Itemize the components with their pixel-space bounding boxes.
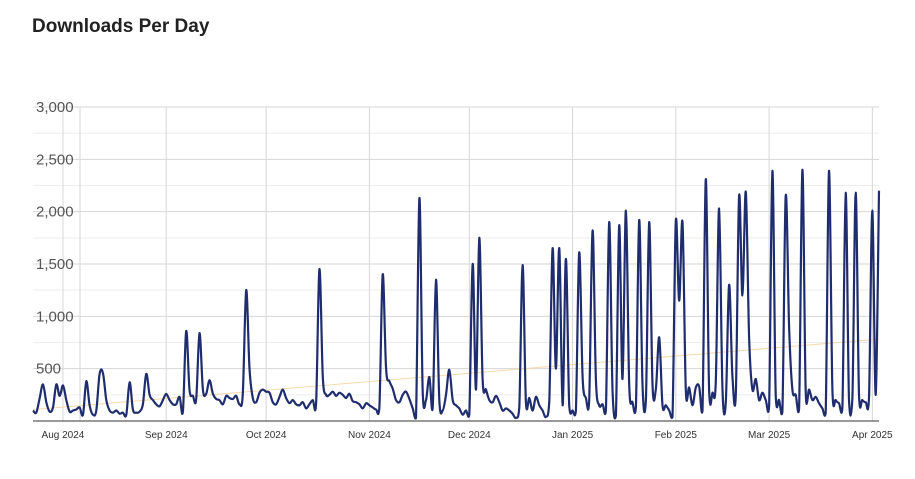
grid-lines: [33, 106, 879, 421]
x-tick-label: Apr 2025: [852, 430, 893, 441]
x-tick-label: Feb 2025: [655, 430, 698, 441]
x-tick-label: Dec 2024: [448, 430, 491, 441]
y-tick-label: 2,500: [36, 151, 74, 168]
y-tick-label: 1,500: [36, 256, 74, 273]
x-tick-label: Oct 2024: [246, 430, 287, 441]
y-tick-label: 1,000: [36, 308, 74, 325]
x-tick-label: Sep 2024: [145, 430, 188, 441]
x-tick-label: Jan 2025: [552, 430, 594, 441]
x-tick-label: Aug 2024: [42, 430, 85, 441]
y-tick-label: 3,000: [36, 99, 74, 116]
x-tick-label: Nov 2024: [348, 430, 391, 441]
x-axis-ticks: Aug 2024 Sep 2024 Oct 2024 Nov 2024 Dec 2024…: [42, 430, 894, 441]
x-tick-label: Mar 2025: [748, 430, 791, 441]
y-axis-ticks: 500 1,000 1,500 2,000 2,500 3,000: [36, 99, 74, 378]
chart-title: Downloads Per Day: [32, 16, 210, 37]
y-tick-label: 500: [36, 361, 61, 378]
y-tick-label: 2,000: [36, 204, 74, 221]
trend-line: [32, 338, 880, 411]
series-line: [32, 168, 881, 420]
